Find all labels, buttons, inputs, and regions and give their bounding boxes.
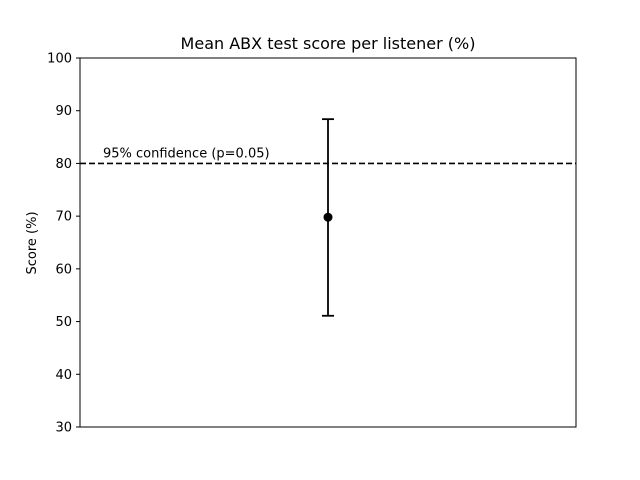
y-axis-ticks: 30 40 50 60 70 80 90 100	[47, 52, 80, 436]
y-tick-label: 90	[55, 104, 72, 119]
chart-title: Mean ABX test score per listener (%)	[181, 34, 476, 53]
y-tick-label: 40	[55, 368, 72, 383]
confidence-threshold-label: 95% confidence (p=0.05)	[103, 146, 270, 161]
y-tick-label: 30	[55, 421, 72, 436]
y-tick-label: 50	[55, 315, 72, 330]
data-marks	[322, 118, 334, 317]
mean-point	[323, 212, 333, 222]
plot-frame	[79, 57, 577, 428]
y-tick-label: 80	[55, 157, 72, 172]
y-tick-label: 70	[55, 210, 72, 225]
y-tick-label: 60	[55, 262, 72, 277]
y-axis-label: Score (%)	[25, 211, 40, 274]
y-tick-label: 100	[47, 52, 72, 67]
